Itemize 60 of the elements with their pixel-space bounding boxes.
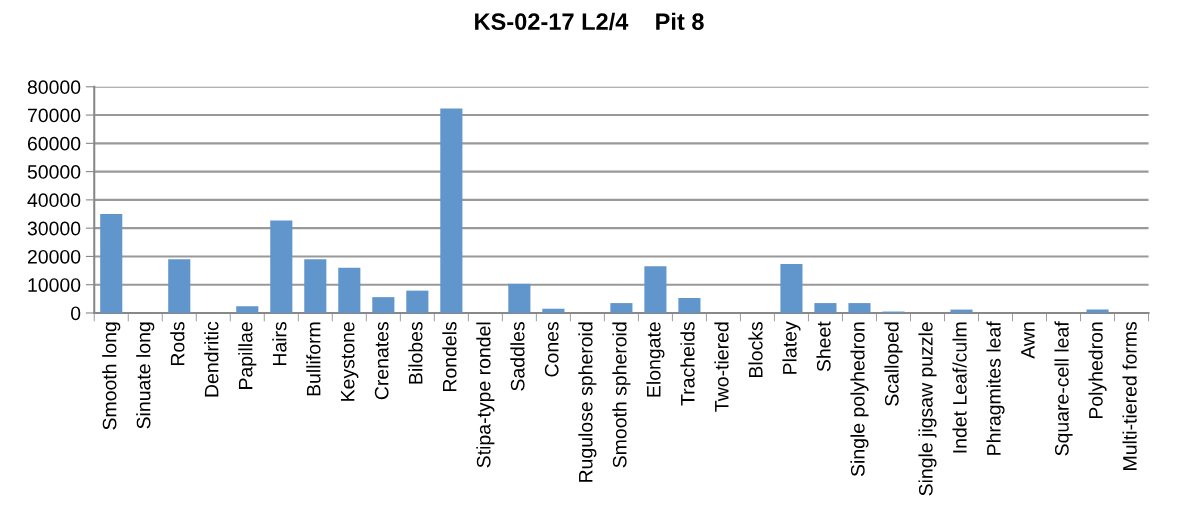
y-tick-label: 60000 xyxy=(27,136,81,151)
x-tick-label: Smooth spheroid xyxy=(612,322,631,468)
bar xyxy=(168,259,191,313)
y-tick-label: 50000 xyxy=(27,165,81,179)
bar xyxy=(678,297,701,313)
x-tick-label: Phragmites leaf xyxy=(986,321,1005,455)
bar xyxy=(780,264,803,313)
x-tick-label: Single jigsaw puzzle xyxy=(918,322,937,496)
bar xyxy=(304,259,327,313)
x-tick-label: Tracheids xyxy=(680,322,695,406)
x-tick-label: Sheet xyxy=(816,321,831,372)
bar xyxy=(1086,309,1109,313)
x-tick-label: Rugulose spheroid xyxy=(578,322,597,482)
x-tick-label: Two-tiered xyxy=(714,322,729,412)
y-tick-label: 80000 xyxy=(27,80,81,95)
y-tick-label: 0 xyxy=(70,306,81,321)
x-tick-label: Dendritic xyxy=(204,321,219,397)
x-tick-label: Scalloped xyxy=(884,322,903,406)
x-tick-label: Bulliform xyxy=(306,322,321,396)
x-tick-label: Keystone xyxy=(340,322,359,401)
bar xyxy=(950,309,973,313)
x-tick-label: Sinuate long xyxy=(136,322,155,429)
bar xyxy=(100,214,123,313)
bar xyxy=(610,303,633,313)
x-tick-label: Hairs xyxy=(272,322,287,366)
x-tick-label: Elongate xyxy=(646,322,665,397)
x-tick-label: Awn xyxy=(1021,322,1035,359)
bar xyxy=(542,308,565,313)
x-tick-label: Blocks xyxy=(748,322,763,377)
x-tick-label: Polyhedron xyxy=(1088,322,1107,419)
x-tick-label: Platey xyxy=(782,321,801,374)
x-tick-label: Saddles xyxy=(510,322,525,391)
y-tick-label: 30000 xyxy=(27,221,81,236)
x-tick-label: Papillae xyxy=(238,322,257,389)
y-tick-label: 70000 xyxy=(27,108,81,123)
bar xyxy=(270,220,293,313)
x-tick-label: Indet Leaf/culm xyxy=(952,322,967,453)
y-tick-label: 10000 xyxy=(28,278,81,292)
x-tick-label: Smooth long xyxy=(102,322,121,430)
bar xyxy=(338,267,361,313)
chart-title: KS-02-17 L2/4 Pit 8 xyxy=(475,12,704,31)
y-tick-label: 20000 xyxy=(27,249,81,264)
bar xyxy=(814,303,837,313)
x-tick-label: Multi-tiered forms xyxy=(1122,322,1137,470)
x-tick-label: Stipa-type rondel xyxy=(476,322,495,468)
x-tick-label: Crenates xyxy=(374,322,389,400)
x-tick-label: Single polyhedron xyxy=(850,322,869,477)
x-tick-label: Square-cell leaf xyxy=(1054,321,1073,456)
bar xyxy=(508,283,531,313)
x-tick-label: Cones xyxy=(544,322,559,377)
bar xyxy=(440,108,463,313)
bar xyxy=(372,297,395,313)
bar xyxy=(406,290,429,313)
y-tick-label: 40000 xyxy=(27,193,81,208)
bar xyxy=(848,303,871,313)
x-tick-label: Bilobes xyxy=(408,322,423,384)
bar xyxy=(236,306,259,313)
x-tick-label: Rods xyxy=(170,322,185,366)
x-tick-label: Rondels xyxy=(442,322,457,392)
bar xyxy=(644,266,667,313)
